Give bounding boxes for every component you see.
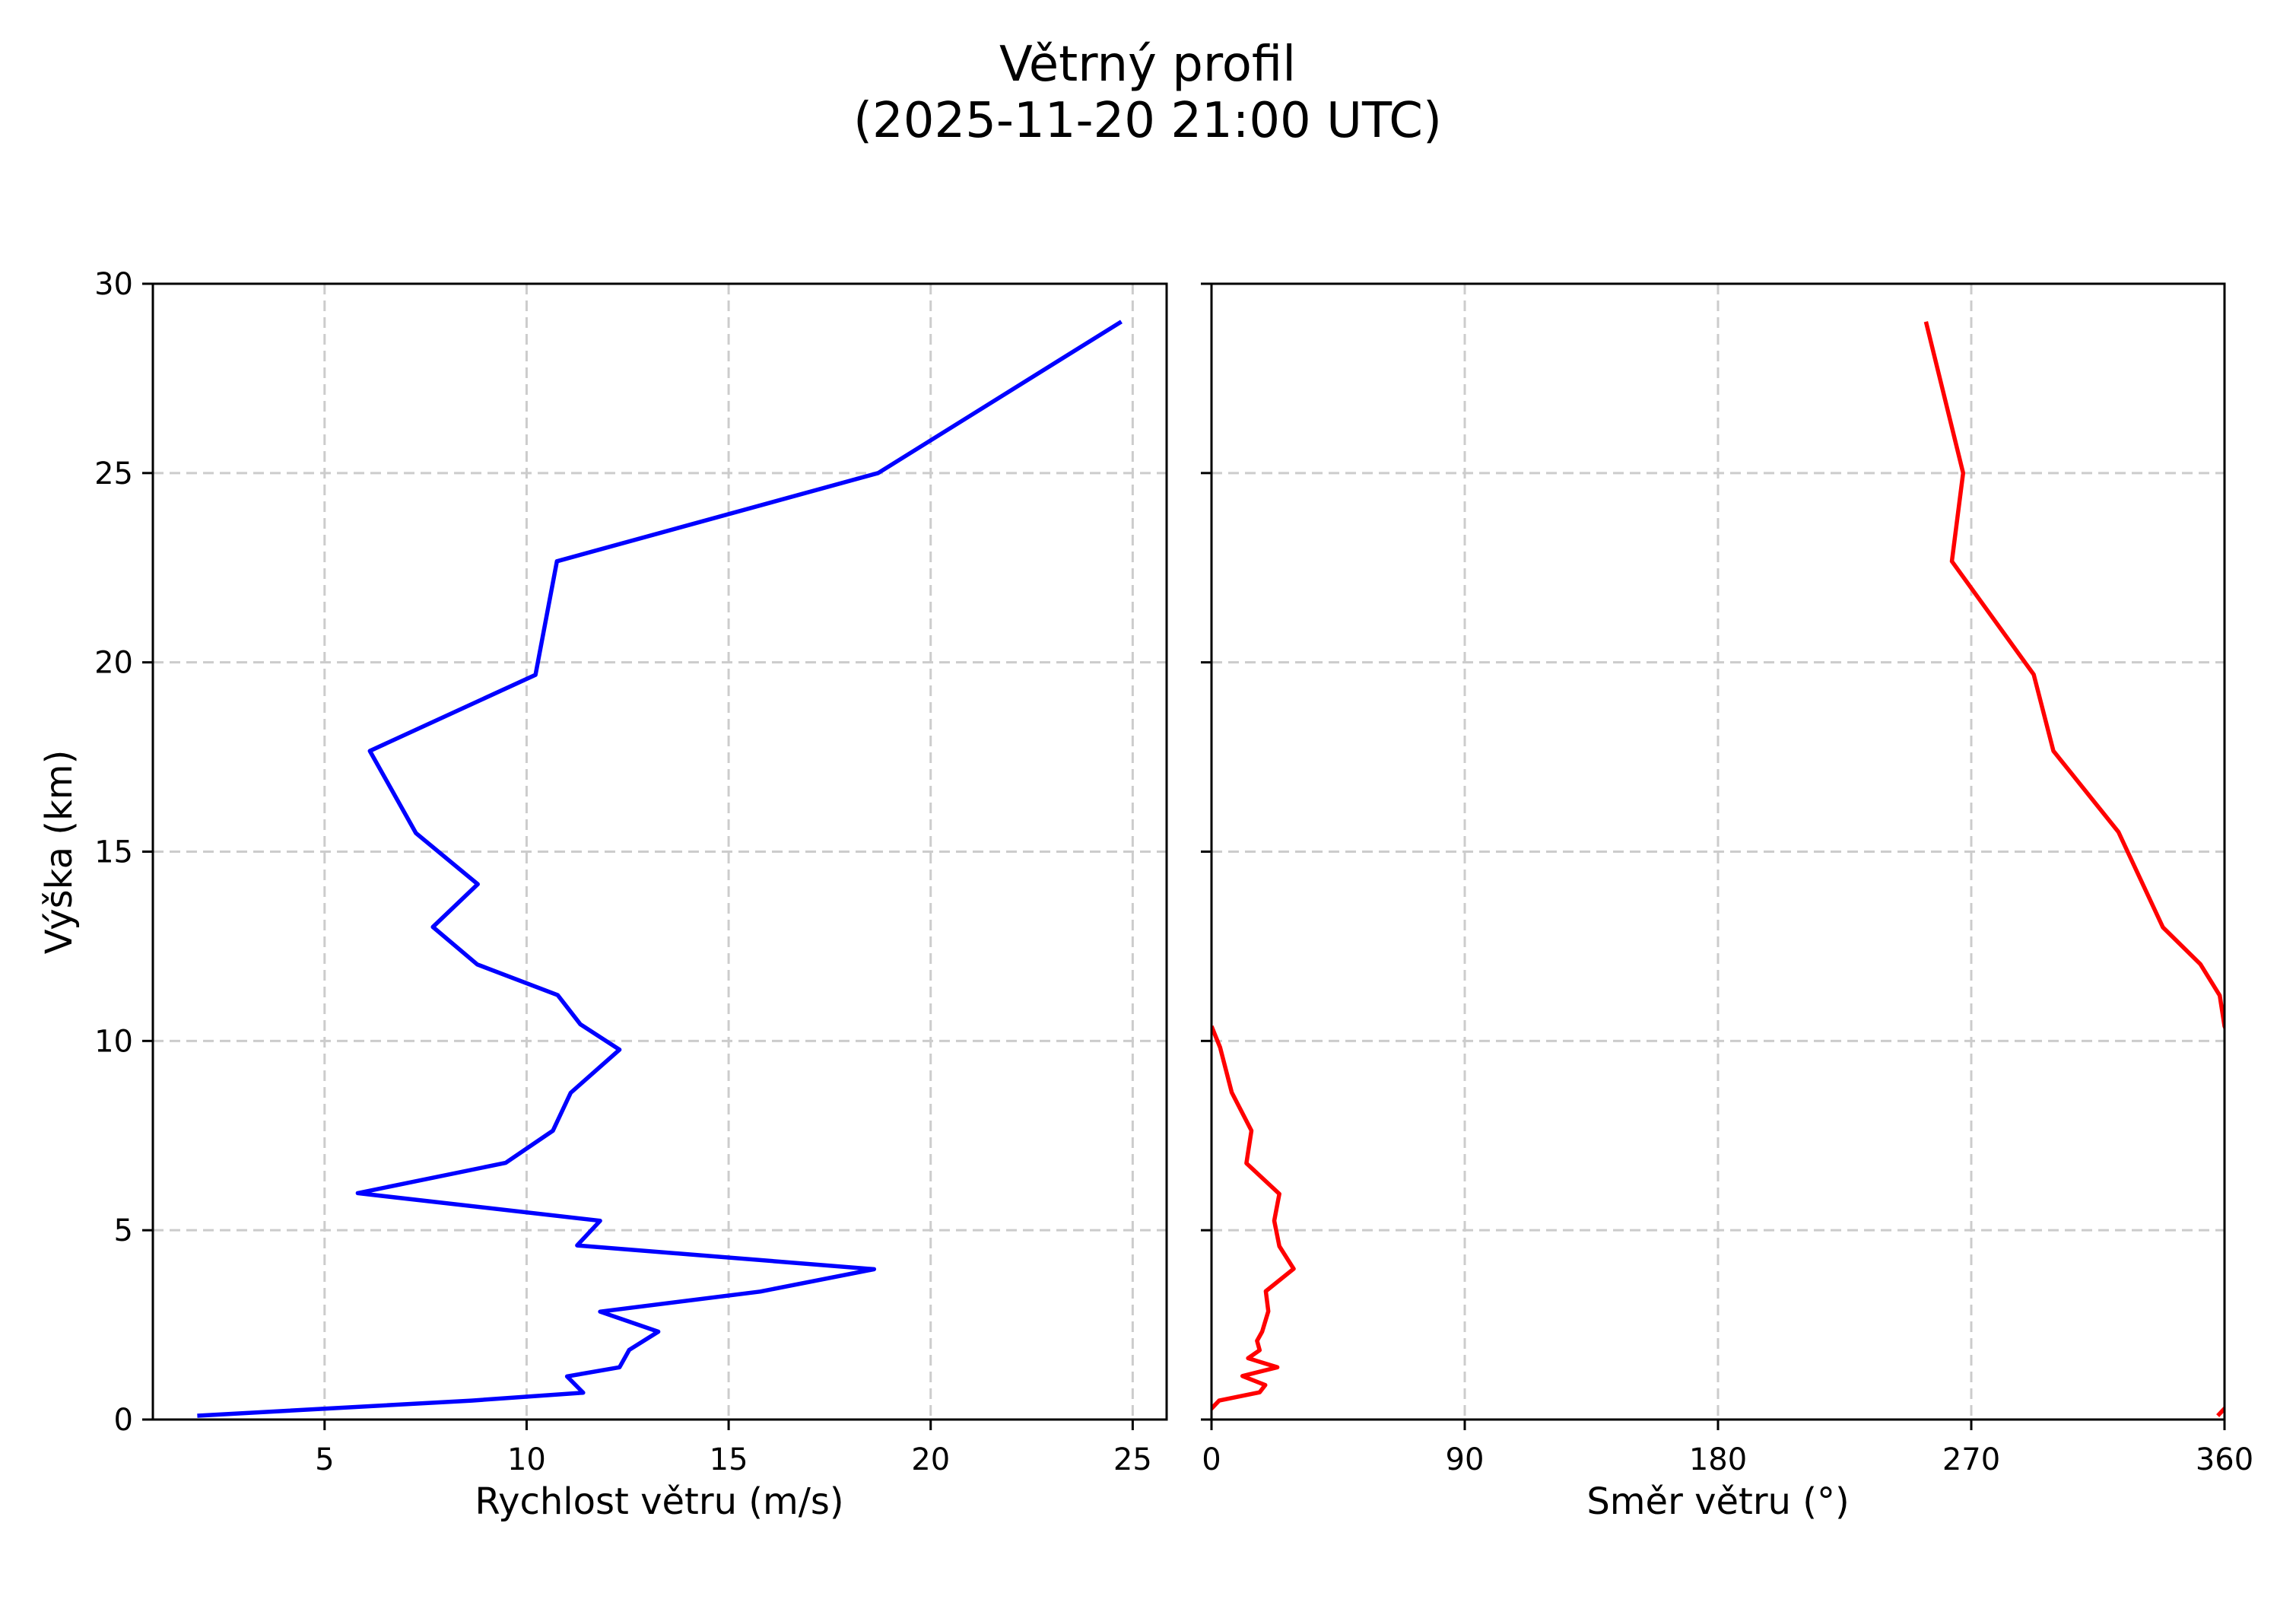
x-tick-label: 180 [1689,1442,1747,1477]
y-tick-label: 0 [114,1403,133,1438]
direction-series-path [2216,1405,2225,1417]
x-tick-label: 5 [315,1442,334,1477]
speed-series-path [197,320,1123,1418]
x-tick-label: 270 [1942,1442,2000,1477]
wind-direction-xlabel: Směr větru (°) [1586,1480,1849,1523]
wind-speed-grid [153,284,1167,1420]
direction-series-path [1923,321,2225,1032]
wind-direction-grid [1212,284,2225,1420]
x-tick-label: 20 [911,1442,950,1477]
wind-speed-ticks: 5 10 15 20 25 0 5 10 15 20 25 30 [94,267,1152,1477]
x-tick-label: 0 [1202,1442,1221,1477]
x-tick-label: 25 [1113,1442,1152,1477]
y-tick-label: 5 [114,1213,133,1248]
figure-subtitle: (2025-11-20 21:00 UTC) [853,93,1442,149]
wind-direction-line [1212,321,2225,1417]
height-ylabel: Výška (km) [38,750,81,955]
wind-speed-line [197,320,1123,1418]
figure-title: Větrný profil [999,37,1296,93]
x-tick-label: 10 [507,1442,546,1477]
y-tick-label: 10 [94,1024,133,1059]
wind-speed-panel: 5 10 15 20 25 0 5 10 15 20 25 30 Rychlost větru (m/… [38,267,1168,1523]
x-tick-label: 90 [1446,1442,1485,1477]
wind-direction-panel: 0 90 180 270 360 Směr větru (°) [1201,282,2253,1523]
y-tick-label: 25 [94,456,133,491]
x-tick-label: 15 [710,1442,748,1477]
y-tick-label: 20 [94,646,133,681]
direction-series-path [1212,1025,1296,1412]
wind-speed-xlabel: Rychlost větru (m/s) [475,1480,843,1523]
x-tick-label: 360 [2196,1442,2253,1477]
y-tick-label: 15 [94,835,133,870]
wind-direction-ticks: 0 90 180 270 360 [1201,282,2253,1477]
y-tick-label: 30 [94,267,133,302]
